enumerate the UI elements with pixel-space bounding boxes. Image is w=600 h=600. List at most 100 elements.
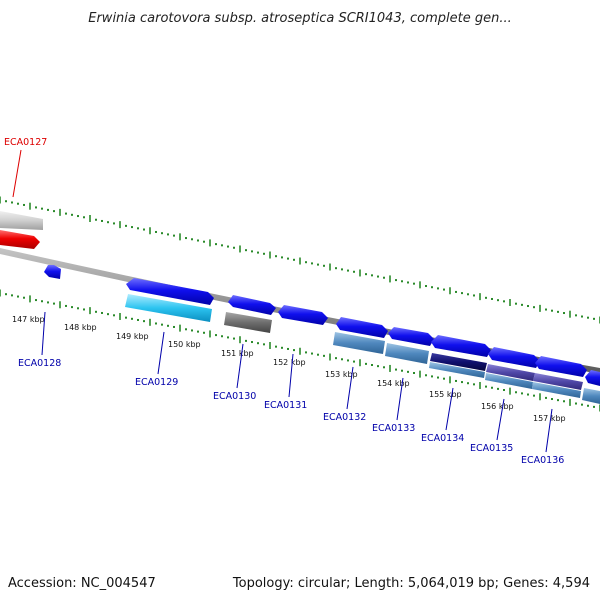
- feature-eca0136-cds-lower[interactable]: [532, 382, 581, 398]
- feature-eca0137-cds[interactable]: [582, 388, 600, 404]
- lower-ruler-minor-tick: [407, 370, 409, 373]
- gene-callout-line-eca0127: [12, 149, 22, 198]
- lower-ruler-minor-tick: [425, 374, 427, 377]
- lower-ruler-minor-tick: [473, 383, 475, 386]
- feature-eca0129-cds[interactable]: [125, 294, 212, 322]
- lower-ruler-minor-tick: [203, 331, 205, 334]
- gene-label-eca0132[interactable]: ECA0132: [323, 412, 366, 423]
- lower-ruler-minor-tick: [167, 324, 169, 327]
- feature-eca0133-gene[interactable]: [388, 327, 434, 346]
- upper-ruler-minor-tick: [191, 238, 193, 241]
- lower-ruler-minor-tick: [497, 387, 499, 390]
- feature-eca0132-gene[interactable]: [336, 317, 388, 338]
- feature-eca0136-cds[interactable]: [533, 373, 583, 390]
- lower-ruler-minor-tick: [323, 354, 325, 357]
- feature-eca0135-cds[interactable]: [486, 364, 535, 381]
- lower-ruler-minor-tick: [305, 351, 307, 354]
- lower-ruler-minor-tick: [5, 293, 7, 296]
- lower-ruler-minor-tick: [503, 389, 505, 392]
- gene-callout-line-eca0133: [396, 377, 404, 421]
- feature-eca0130-gene[interactable]: [228, 295, 276, 315]
- upper-ruler-minor-tick: [407, 281, 409, 284]
- lower-ruler-minor-tick: [47, 301, 49, 304]
- upper-ruler-minor-tick: [305, 261, 307, 264]
- feature-eca0134-gene[interactable]: [431, 335, 491, 357]
- lower-ruler-minor-tick: [23, 296, 25, 299]
- lower-ruler-minor-tick: [521, 392, 523, 395]
- feature-eca0131-gene[interactable]: [278, 305, 328, 325]
- upper-ruler-minor-tick: [353, 270, 355, 273]
- tick-label-152-kbp: 152 kbp: [273, 358, 306, 367]
- gene-label-eca0128[interactable]: ECA0128: [18, 358, 61, 369]
- upper-ruler-minor-tick: [467, 293, 469, 296]
- lower-ruler-minor-tick: [383, 366, 385, 369]
- gene-label-eca0135[interactable]: ECA0135: [470, 443, 513, 454]
- feature-eca0133-cds[interactable]: [385, 343, 429, 364]
- lower-ruler-minor-tick: [101, 311, 103, 314]
- lower-ruler-minor-tick: [443, 377, 445, 380]
- upper-ruler-minor-tick: [581, 315, 583, 318]
- gene-label-eca0131[interactable]: ECA0131: [264, 400, 307, 411]
- tick-label-148-kbp: 148 kbp: [64, 323, 97, 332]
- upper-ruler-minor-tick: [371, 274, 373, 277]
- lower-ruler-minor-tick: [377, 365, 379, 368]
- lower-ruler-minor-tick: [575, 402, 577, 405]
- lower-ruler-minor-tick: [311, 352, 313, 355]
- feature-eca0135-gene[interactable]: [488, 347, 540, 368]
- upper-ruler-minor-tick: [233, 246, 235, 249]
- upper-ruler-minor-tick: [23, 203, 25, 206]
- lower-ruler-minor-tick: [53, 302, 55, 305]
- upper-ruler-minor-tick: [131, 226, 133, 229]
- gene-label-eca0129[interactable]: ECA0129: [135, 377, 178, 388]
- lower-ruler-minor-tick: [293, 349, 295, 352]
- lower-ruler-minor-tick: [551, 398, 553, 401]
- feature-eca0130-cds[interactable]: [224, 312, 272, 333]
- feature-eca0127-cds[interactable]: [0, 211, 43, 230]
- lower-ruler-minor-tick: [413, 371, 415, 374]
- upper-ruler-minor-tick: [155, 230, 157, 233]
- feature-eca0135-cds-lower[interactable]: [485, 373, 533, 389]
- feature-eca0128-gene[interactable]: [44, 265, 61, 279]
- gene-label-eca0130[interactable]: ECA0130: [213, 391, 256, 402]
- lower-ruler-minor-tick: [431, 375, 433, 378]
- lower-tick-ruler: [0, 289, 600, 412]
- upper-ruler-minor-tick: [515, 302, 517, 305]
- upper-ruler-minor-tick: [41, 207, 43, 210]
- feature-eca0134-cds[interactable]: [430, 353, 487, 371]
- upper-ruler-minor-tick: [443, 288, 445, 291]
- upper-ruler-minor-tick: [113, 222, 115, 225]
- tick-label-151-kbp: 151 kbp: [221, 349, 254, 358]
- feature-eca0132-cds[interactable]: [333, 332, 385, 354]
- gene-callout-line-eca0134: [445, 387, 454, 431]
- upper-ruler-minor-tick: [65, 212, 67, 215]
- feature-eca0129-gene[interactable]: [126, 278, 214, 305]
- lower-ruler-minor-tick: [143, 320, 145, 323]
- upper-ruler-minor-tick: [473, 294, 475, 297]
- feature-eca0136-gene[interactable]: [535, 356, 587, 377]
- upper-ruler-minor-tick: [557, 310, 559, 313]
- upper-ruler-minor-tick: [587, 316, 589, 319]
- lower-ruler-minor-tick: [395, 368, 397, 371]
- lower-ruler-minor-tick: [137, 318, 139, 321]
- upper-ruler-minor-tick: [401, 280, 403, 283]
- upper-ruler-minor-tick: [533, 306, 535, 309]
- upper-ruler-minor-tick: [287, 257, 289, 260]
- feature-eca0127-gene[interactable]: [0, 230, 40, 249]
- upper-ruler-minor-tick: [311, 262, 313, 265]
- gene-label-eca0133[interactable]: ECA0133: [372, 423, 415, 434]
- lower-ruler-minor-tick: [257, 342, 259, 345]
- upper-ruler-minor-tick: [161, 232, 163, 235]
- upper-ruler-minor-tick: [137, 227, 139, 230]
- lower-ruler-minor-tick: [197, 330, 199, 333]
- tick-label-150-kbp: 150 kbp: [168, 340, 201, 349]
- gene-label-eca0134[interactable]: ECA0134: [421, 433, 464, 444]
- upper-ruler-minor-tick: [383, 276, 385, 279]
- feature-eca0137-gene[interactable]: [585, 370, 600, 386]
- upper-ruler-minor-tick: [251, 250, 253, 253]
- lower-ruler-minor-tick: [185, 328, 187, 331]
- tick-labels: 147 kbp 148 kbp 149 kbp 150 kbp 151 kbp 152 k…: [12, 315, 566, 423]
- gene-label-eca0127[interactable]: ECA0127: [4, 137, 47, 148]
- feature-eca0134-cds-lower[interactable]: [429, 362, 485, 378]
- gene-label-eca0136[interactable]: ECA0136: [521, 455, 564, 466]
